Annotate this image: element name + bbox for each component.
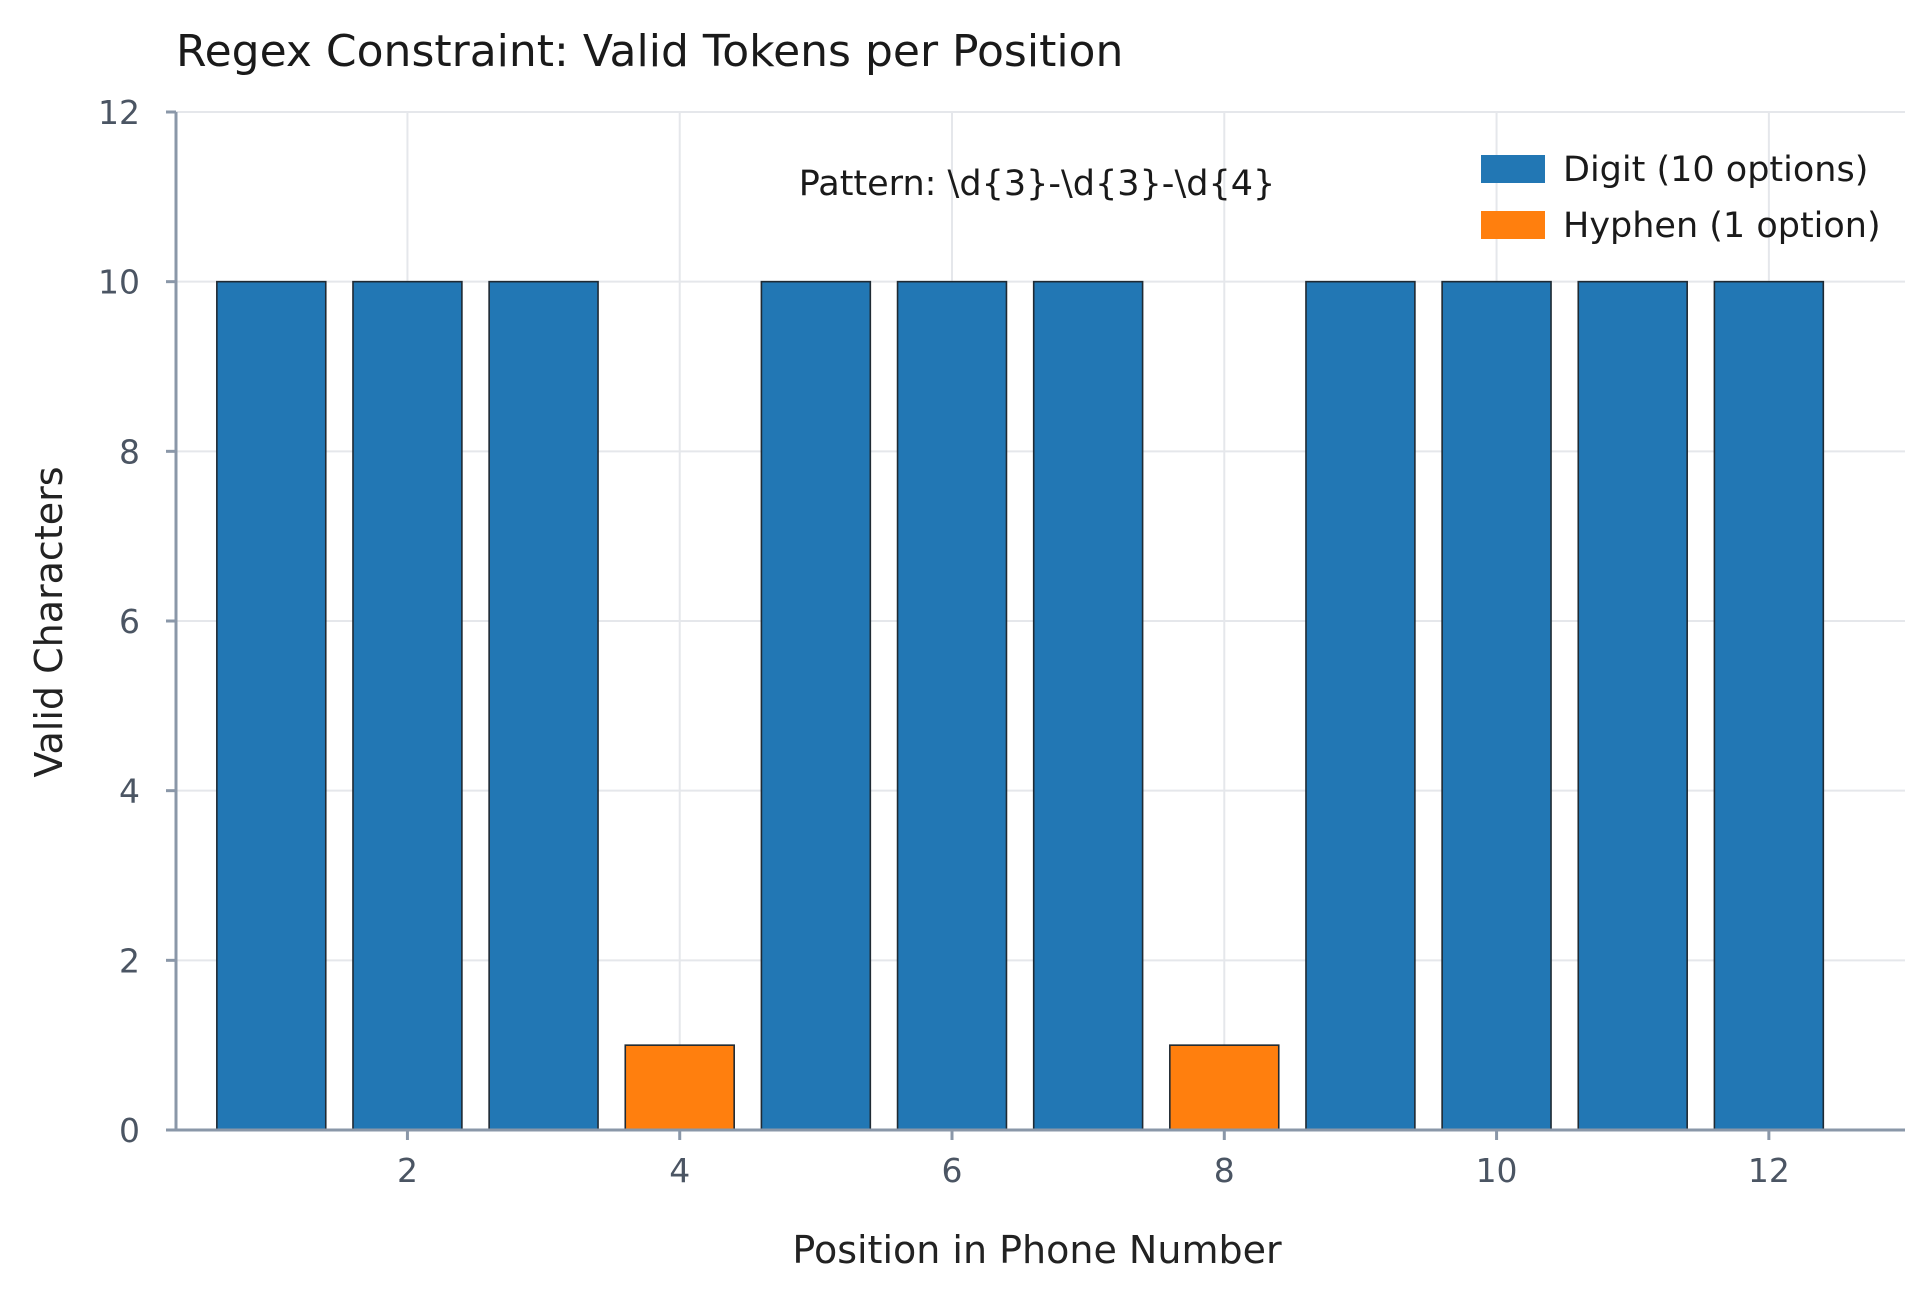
y-tick-label: 6	[119, 602, 140, 641]
bar-digit-5	[760, 280, 872, 1131]
bar-digit-1	[216, 280, 327, 1131]
y-axis-label: Valid Characters	[27, 466, 71, 777]
bar-digit-2	[352, 280, 463, 1131]
legend-label-digit: Digit (10 options)	[1563, 150, 1868, 190]
y-tick-label: 10	[98, 263, 140, 302]
x-tick-label: 8	[1214, 1151, 1235, 1190]
x-tick-label: 12	[1748, 1151, 1790, 1190]
bar-hyphen-4	[624, 1044, 735, 1131]
bar-digit-9	[1305, 280, 1416, 1131]
pattern-annotation: Pattern: \d{3}-\d{3}-\d{4}	[799, 164, 1276, 204]
bar-digit-3	[488, 280, 599, 1131]
bar-hyphen-8	[1169, 1044, 1280, 1131]
legend-swatch-digit	[1481, 155, 1545, 183]
legend-label-hyphen: Hyphen (1 option)	[1563, 206, 1881, 246]
y-tick-label: 2	[119, 941, 140, 980]
x-axis-label: Position in Phone Number	[792, 1228, 1282, 1272]
y-ticks: 0 2 4 6 8 10 12	[98, 93, 176, 1150]
y-tick-label: 8	[119, 432, 140, 471]
legend-swatch-hyphen	[1481, 211, 1545, 239]
x-ticks: 2 4 6 8 10 12	[397, 1130, 1790, 1190]
y-tick-label: 0	[119, 1111, 140, 1150]
bars	[216, 280, 1825, 1131]
bar-digit-6	[896, 280, 1008, 1131]
x-tick-label: 2	[397, 1151, 418, 1190]
chart-title: Regex Constraint: Valid Tokens per Posit…	[176, 26, 1123, 77]
legend: Digit (10 options) Hyphen (1 option)	[1481, 150, 1881, 246]
bar-digit-12	[1713, 280, 1825, 1131]
y-tick-label: 12	[98, 93, 140, 132]
y-tick-label: 4	[119, 772, 140, 811]
bar-digit-7	[1032, 280, 1144, 1131]
x-tick-label: 6	[942, 1151, 963, 1190]
bar-digit-11	[1577, 280, 1688, 1131]
x-tick-label: 4	[669, 1151, 690, 1190]
bar-digit-10	[1441, 280, 1552, 1131]
x-tick-label: 10	[1476, 1151, 1518, 1190]
